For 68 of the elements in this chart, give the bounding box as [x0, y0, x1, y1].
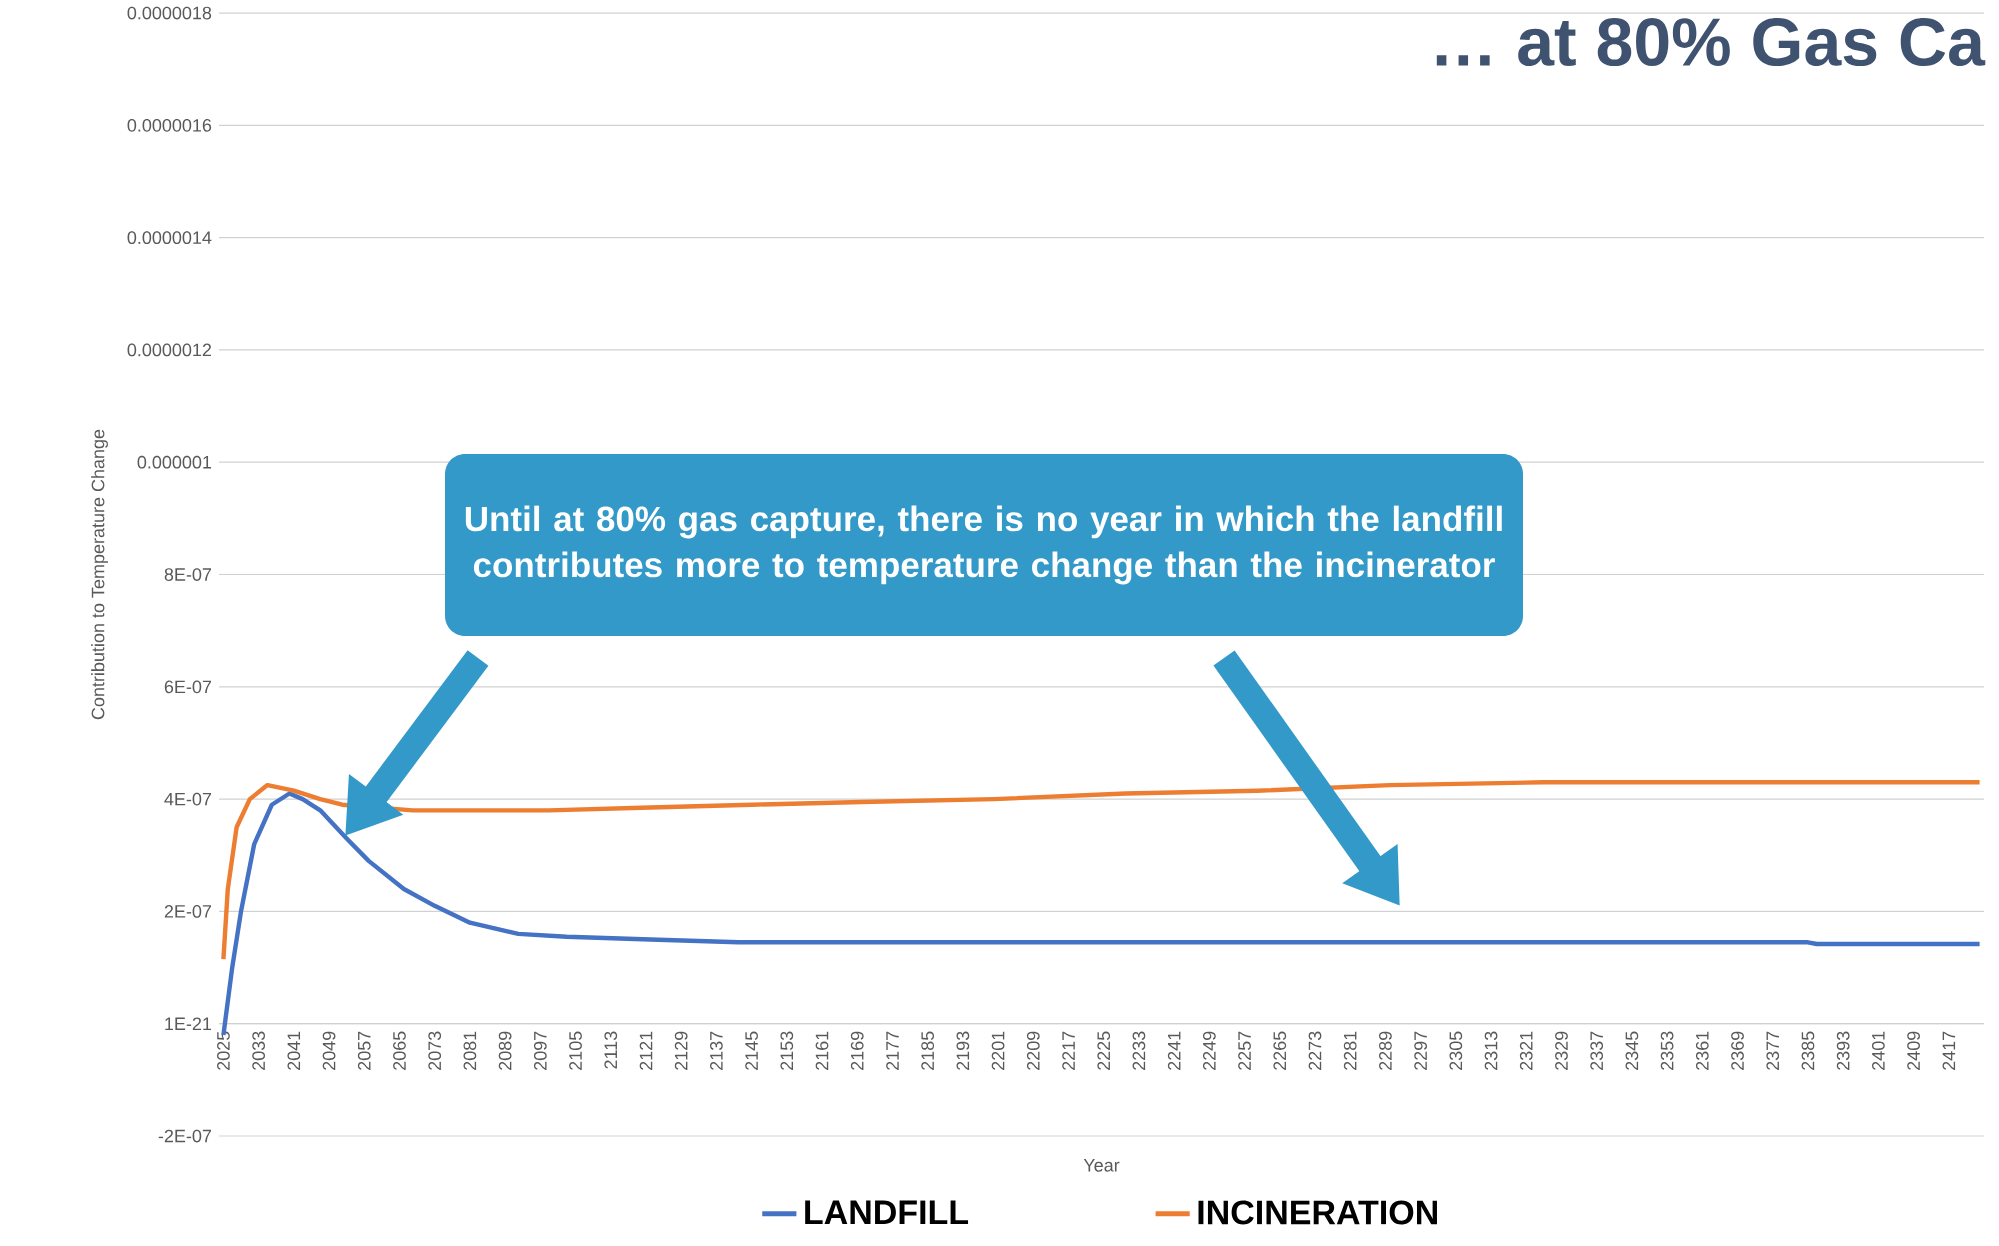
- x-tick-label: 2385: [1801, 1031, 1815, 1070]
- x-tick-label: 2153: [780, 1031, 794, 1070]
- x-tick-label: 2105: [569, 1031, 582, 1070]
- x-tick-label: 2057: [357, 1031, 371, 1070]
- x-tick-label: 2161: [815, 1031, 829, 1070]
- x-tick-label: 2345: [1625, 1031, 1639, 1070]
- x-tick-label: 2201: [991, 1031, 1005, 1070]
- x-tick-label: 2257: [1238, 1031, 1251, 1070]
- x-tick-label: 2217: [1062, 1031, 1075, 1070]
- x-tick-label: 2233: [1132, 1031, 1146, 1070]
- x-tick-label: 2041: [287, 1031, 301, 1070]
- x-tick-label: 2081: [463, 1031, 477, 1070]
- x-tick-label: 2297: [1414, 1031, 1427, 1070]
- x-tick-label: 2209: [1026, 1031, 1040, 1070]
- x-tick-label: 2145: [745, 1031, 758, 1070]
- y-tick-label: 0.0000016: [127, 118, 212, 132]
- y-tick-label: 0.0000018: [127, 6, 212, 20]
- y-tick-label: 2E-07: [164, 905, 212, 918]
- x-tick-label: 2073: [428, 1031, 442, 1070]
- line-series: [221, 780, 1982, 962]
- x-tick-label: 2177: [886, 1031, 899, 1070]
- x-tick-label: 2129: [674, 1031, 688, 1070]
- x-tick-label: 2353: [1660, 1031, 1674, 1070]
- x-tick-label: 2401: [1871, 1031, 1885, 1070]
- x-tick-label: 2377: [1766, 1031, 1780, 1070]
- x-tick-label: 2049: [322, 1031, 336, 1070]
- legend-label: LANDFILL: [805, 1200, 969, 1224]
- x-tick-label: 2113: [604, 1031, 618, 1069]
- legend-label: INCINERATION: [1198, 1200, 1437, 1225]
- x-tick-label: 2361: [1695, 1031, 1709, 1070]
- y-tick-label: 6E-07: [164, 680, 212, 694]
- x-tick-label: 2313: [1484, 1031, 1498, 1070]
- x-tick-label: 2185: [921, 1031, 935, 1070]
- y-axis-title: Contribution to Temperature Change: [91, 429, 108, 720]
- x-tick-label: 2089: [498, 1031, 512, 1070]
- chart-title: … at 80% Gas Ca: [1436, 17, 1986, 67]
- y-tick-label: 8E-07: [164, 568, 212, 581]
- x-tick-label: 2169: [850, 1031, 864, 1070]
- y-tick-label: 0.0000012: [127, 343, 212, 357]
- x-tick-label: 2265: [1273, 1031, 1287, 1070]
- y-tick-label: -2E-07: [158, 1129, 212, 1143]
- x-tick-label: 2033: [252, 1031, 266, 1070]
- x-tick-label: 2137: [710, 1031, 723, 1070]
- x-tick-label: 2337: [1590, 1031, 1604, 1070]
- annotation: Until at 80% gas capture, there is no year in which the landfill contributes more to temperature change than the incinerator: [465, 505, 1502, 585]
- x-tick-label: 2281: [1343, 1031, 1357, 1070]
- y-tick-label: 4E-07: [164, 792, 212, 806]
- y-tick-label: 0.000001: [137, 455, 212, 469]
- x-tick-label: 2393: [1836, 1031, 1850, 1070]
- x-tick-label: 2409: [1907, 1031, 1920, 1070]
- y-tick-label: 0.0000014: [127, 231, 212, 245]
- x-tick-label: 2097: [533, 1031, 547, 1070]
- x-tick-label: 2249: [1202, 1031, 1216, 1070]
- x-tick-label: 2193: [956, 1031, 970, 1070]
- x-tick-label: 2289: [1379, 1031, 1392, 1070]
- x-tick-label: 2241: [1167, 1031, 1181, 1070]
- x-tick-label: 2273: [1308, 1031, 1322, 1070]
- y-tick-label: 1E-21: [165, 1017, 212, 1030]
- x-tick-label: 2417: [1942, 1031, 1956, 1070]
- x-tick-label: 2065: [393, 1031, 406, 1070]
- x-tick-label: 2305: [1449, 1031, 1463, 1070]
- x-tick-label: 2329: [1555, 1031, 1568, 1070]
- x-tick-label: 2025: [217, 1031, 230, 1070]
- x-axis-title: Year: [1083, 1159, 1120, 1172]
- x-tick-label: 2321: [1519, 1031, 1533, 1070]
- x-tick-label: 2121: [639, 1031, 653, 1070]
- x-tick-label: 2225: [1097, 1031, 1111, 1070]
- x-tick-label: 2369: [1731, 1031, 1744, 1070]
